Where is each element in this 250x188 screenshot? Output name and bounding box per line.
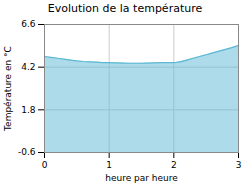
svg-text:4.2: 4.2	[21, 62, 35, 72]
svg-text:2: 2	[171, 160, 177, 170]
svg-text:3: 3	[236, 160, 242, 170]
svg-text:-0.6: -0.6	[18, 147, 36, 157]
svg-text:1.8: 1.8	[21, 105, 36, 115]
html-text:Evolution de la température: Evolution de la température	[47, 2, 203, 15]
svg-text:6.6: 6.6	[21, 19, 36, 29]
svg-text:1: 1	[106, 160, 112, 170]
svg-text:heure par heure: heure par heure	[105, 173, 178, 183]
svg-text:Température en °C: Température en °C	[3, 46, 13, 132]
svg-text:0: 0	[42, 160, 48, 170]
